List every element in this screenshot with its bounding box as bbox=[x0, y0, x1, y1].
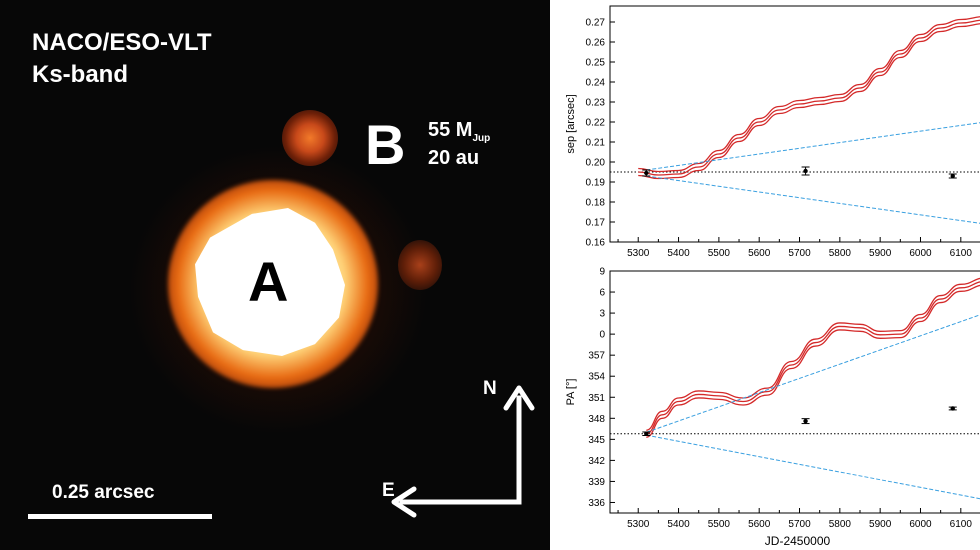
companion-mass-label: 55 MJup bbox=[428, 118, 490, 151]
pa-chart: 5300 5400 5500 5600 5700 5800 5900 6000 6100 336 3… bbox=[565, 267, 980, 548]
pa-y-tick-label: 9 bbox=[599, 267, 605, 278]
sep-x-tick-label: 5300 bbox=[627, 248, 650, 259]
sep-cone-lower-line bbox=[646, 175, 980, 224]
sep-y-tick-label: 0.22 bbox=[586, 118, 606, 129]
pa-orbit-curve-2 bbox=[646, 281, 980, 435]
imaging-panel: NACO/ESO-VLT Ks-band A B 55 MJup 20 au 0… bbox=[0, 0, 550, 550]
sep-y-tick-label: 0.16 bbox=[586, 238, 606, 249]
sep-y-tick-label: 0.25 bbox=[586, 58, 606, 69]
sep-x-tick-label: 5500 bbox=[708, 248, 731, 259]
sep-y-tick-label: 0.20 bbox=[586, 158, 606, 169]
sep-plot-area bbox=[610, 16, 980, 224]
pa-x-tick-label: 5800 bbox=[829, 519, 852, 530]
companion-mass-subscript: Jup bbox=[472, 133, 491, 144]
companion-b-source bbox=[282, 110, 338, 166]
star-a-saturated-core bbox=[195, 208, 345, 356]
pa-y-tick-label: 339 bbox=[588, 477, 605, 488]
instrument-label: NACO/ESO-VLT bbox=[32, 29, 212, 56]
sep-x-tick-label: 6100 bbox=[950, 248, 973, 259]
sep-y-axis-label: sep [arcsec] bbox=[565, 94, 577, 153]
compass-north-label: N bbox=[483, 378, 497, 399]
pa-plot-frame bbox=[609, 270, 980, 514]
sep-chart: 5300 5400 5500 5600 5700 5800 5900 6000 6100 0.16… bbox=[565, 5, 980, 259]
band-label: Ks-band bbox=[32, 61, 128, 88]
companion-b-label: B bbox=[365, 113, 406, 176]
sep-plot-frame bbox=[609, 5, 980, 243]
sep-y-tick-label: 0.26 bbox=[586, 38, 606, 49]
sep-data-point bbox=[950, 173, 955, 179]
pa-x-tick-label: 6000 bbox=[909, 519, 932, 530]
sep-x-tick-label: 5700 bbox=[788, 248, 811, 259]
sep-x-tick-label: 5600 bbox=[748, 248, 771, 259]
compass-east-label: E bbox=[382, 480, 395, 501]
sep-x-tick-label: 5800 bbox=[829, 248, 852, 259]
sep-orbit-curve-1 bbox=[638, 16, 980, 173]
pa-y-tick-label: 345 bbox=[588, 435, 605, 446]
sep-y-tick-label: 0.17 bbox=[586, 218, 606, 229]
sep-data-point bbox=[803, 168, 808, 174]
pa-x-tick-label: 5300 bbox=[627, 519, 650, 530]
faint-background-source bbox=[398, 240, 442, 290]
sep-y-tick-label: 0.19 bbox=[586, 178, 606, 189]
pa-orbit-curve-3 bbox=[646, 284, 980, 438]
sep-x-tick-label: 6000 bbox=[909, 248, 932, 259]
orbit-charts: 5300 5400 5500 5600 5700 5800 5900 6000 6100 0.16… bbox=[565, 5, 980, 548]
sep-x-tick-label: 5900 bbox=[869, 248, 892, 259]
pa-y-tick-label: 336 bbox=[588, 498, 605, 509]
sep-y-tick-label: 0.23 bbox=[586, 98, 606, 109]
pa-y-tick-label: 342 bbox=[588, 456, 605, 467]
pa-data-point bbox=[950, 406, 955, 411]
sep-x-tick-label: 5400 bbox=[667, 248, 690, 259]
pa-plot-area bbox=[610, 277, 980, 500]
pa-cone-upper-line bbox=[646, 314, 980, 433]
pa-y-axis-label: PA [°] bbox=[565, 379, 577, 406]
pa-cone-lower-line bbox=[646, 434, 980, 500]
pa-x-tick-label: 5600 bbox=[748, 519, 771, 530]
pa-x-tick-label: 5400 bbox=[667, 519, 690, 530]
pa-x-tick-label: 5900 bbox=[869, 519, 892, 530]
compass-arrows-icon bbox=[391, 385, 535, 518]
pa-x-tick-label: 6100 bbox=[950, 519, 973, 530]
pa-orbit-curve-1 bbox=[646, 277, 980, 431]
pa-y-tick-label: 351 bbox=[588, 393, 605, 404]
scale-bar bbox=[28, 514, 212, 519]
pa-x-axis-label: JD-2450000 bbox=[765, 534, 831, 548]
sep-y-tick-label: 0.27 bbox=[586, 18, 606, 29]
sep-data-point bbox=[644, 170, 649, 176]
pa-x-tick-label: 5700 bbox=[788, 519, 811, 530]
pa-data-point bbox=[803, 418, 808, 424]
pa-x-tick-label: 5500 bbox=[708, 519, 731, 530]
pa-y-tick-label: 6 bbox=[599, 288, 605, 299]
pa-y-tick-label: 348 bbox=[588, 414, 605, 425]
sep-y-tick-label: 0.18 bbox=[586, 198, 606, 209]
pa-y-tick-label: 0 bbox=[599, 330, 605, 341]
sep-orbit-curve-2 bbox=[638, 19, 980, 176]
sep-orbit-curve-3 bbox=[638, 23, 980, 180]
companion-separation-label: 20 au bbox=[428, 147, 480, 169]
scale-bar-label: 0.25 arcsec bbox=[52, 482, 155, 503]
pa-data-point bbox=[644, 431, 649, 436]
pa-y-tick-label: 357 bbox=[588, 351, 605, 362]
pa-y-tick-label: 3 bbox=[599, 309, 605, 320]
companion-mass-value: 55 M bbox=[428, 119, 473, 141]
sep-y-tick-label: 0.24 bbox=[586, 78, 606, 89]
sep-cone-upper-line bbox=[646, 122, 980, 171]
pa-y-tick-label: 354 bbox=[588, 372, 605, 383]
star-a-label: A bbox=[248, 250, 289, 313]
sep-y-tick-label: 0.21 bbox=[586, 138, 606, 149]
